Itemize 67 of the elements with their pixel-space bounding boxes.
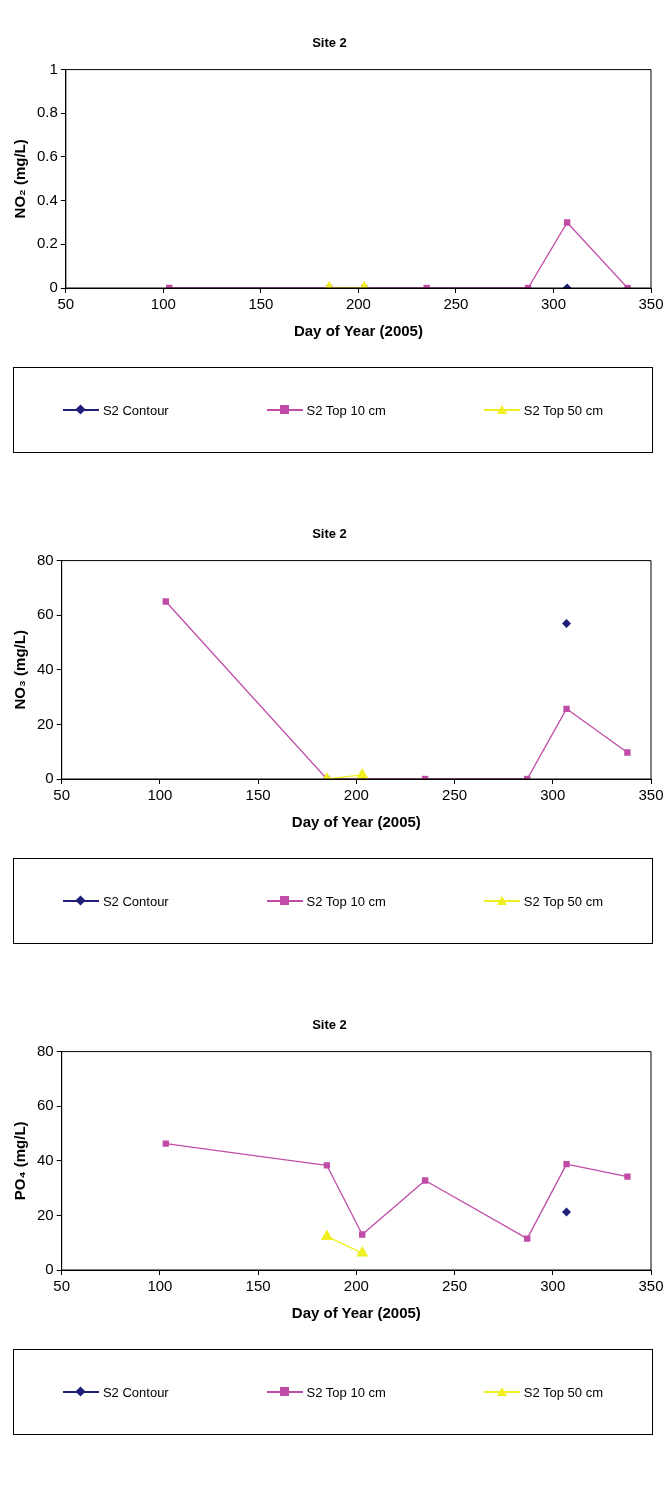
point: [162, 598, 169, 605]
x-tick-label: 300: [540, 295, 566, 313]
x-tick-label: 350: [638, 1277, 664, 1295]
x-tick-label: 250: [443, 295, 469, 313]
x-tick-label: 200: [343, 1277, 369, 1295]
x-tick-label: 350: [638, 786, 664, 804]
point: [162, 1140, 169, 1147]
x-tick-label: 200: [345, 295, 371, 313]
legend-label: S2 Contour: [102, 402, 169, 418]
y-tick-label: 40: [37, 659, 54, 677]
legend-label: S2 Top 10 cm: [306, 402, 386, 418]
point: [624, 749, 631, 756]
legend-label: S2 Contour: [102, 1384, 169, 1400]
y-axis-title: NO₂ (mg/L): [11, 139, 29, 219]
chart-title: Site 2: [312, 35, 347, 51]
y-tick-label: 60: [37, 605, 54, 623]
y-tick-label: 0: [45, 1260, 54, 1278]
y-tick-label: 1: [49, 59, 58, 77]
y-axis-title: PO₄ (mg/L): [11, 1121, 29, 1201]
x-tick-label: 100: [147, 786, 173, 804]
legend-label: S2 Top 10 cm: [306, 1384, 386, 1400]
y-tick-label: 0.8: [36, 103, 58, 121]
legend-label: S2 Top 50 cm: [523, 402, 604, 418]
y-tick-label: 0: [45, 769, 54, 787]
legend-label: S2 Top 10 cm: [306, 893, 386, 909]
point: [562, 1207, 572, 1217]
point: [323, 1162, 331, 1169]
legend-label: S2 Top 50 cm: [523, 893, 604, 909]
x-tick-label: 200: [343, 786, 369, 804]
legend-label: S2 Contour: [102, 893, 169, 909]
x-axis-title: Day of Year (2005): [293, 322, 423, 340]
point: [359, 1231, 366, 1238]
y-tick-label: 0.6: [36, 147, 58, 165]
x-axis-title: Day of Year (2005): [291, 1304, 421, 1322]
point: [421, 1177, 429, 1184]
x-tick-label: 150: [248, 295, 274, 313]
point: [624, 1173, 631, 1180]
x-tick-label: 250: [442, 786, 468, 804]
y-tick-label: 20: [37, 714, 54, 732]
y-tick-label: 0: [49, 278, 58, 296]
y-tick-label: 40: [37, 1150, 54, 1168]
point: [563, 1160, 570, 1168]
x-tick-label: 150: [245, 1277, 271, 1295]
x-tick-label: 150: [245, 786, 271, 804]
y-tick-label: 80: [37, 550, 54, 568]
x-tick-label: 100: [150, 295, 176, 313]
y-axis-title: NO₃ (mg/L): [11, 630, 29, 710]
x-tick-label: 250: [442, 1277, 468, 1295]
point: [563, 705, 570, 713]
y-tick-label: 0.4: [36, 190, 58, 208]
legend-label: S2 Top 50 cm: [523, 1384, 604, 1400]
y-tick-label: 0.2: [36, 234, 58, 252]
y-tick-label: 60: [37, 1096, 54, 1114]
y-tick-label: 20: [37, 1205, 54, 1223]
chart-title: Site 2: [312, 526, 347, 542]
x-tick-label: 50: [57, 295, 75, 313]
x-axis-title: Day of Year (2005): [291, 813, 421, 831]
x-tick-label: 50: [53, 786, 71, 804]
point: [562, 618, 572, 628]
chart-title: Site 2: [312, 1017, 347, 1033]
x-tick-label: 300: [540, 1277, 566, 1295]
x-tick-label: 50: [53, 1277, 71, 1295]
x-tick-label: 350: [638, 295, 664, 313]
y-tick-label: 80: [37, 1041, 54, 1059]
x-tick-label: 100: [147, 1277, 173, 1295]
x-tick-label: 300: [540, 786, 566, 804]
point: [524, 1235, 531, 1242]
